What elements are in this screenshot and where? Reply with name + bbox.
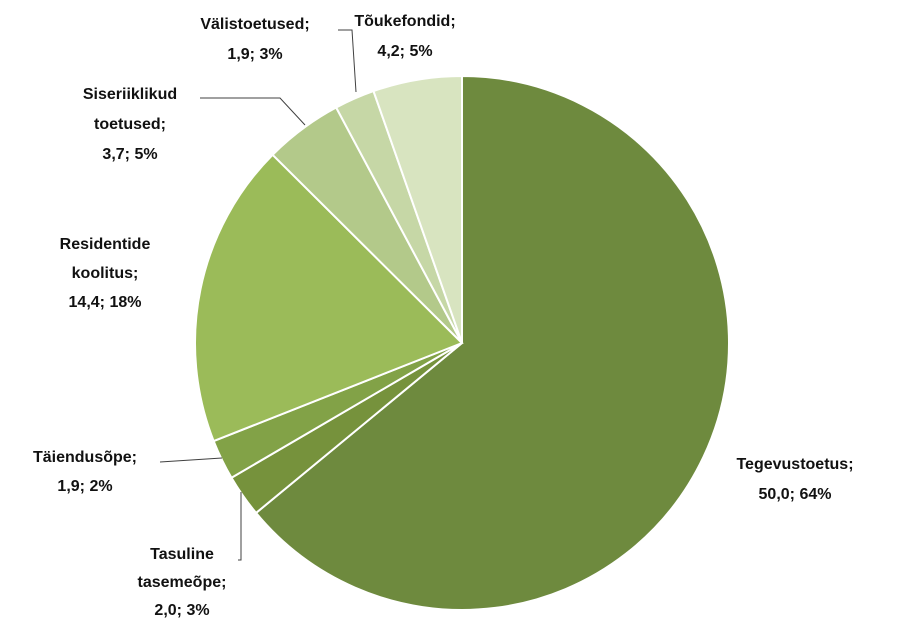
- data-label: Tasuline tasemeõpe;: [138, 546, 227, 591]
- value-label: 14,4; 18%: [69, 294, 142, 311]
- value-label: 1,9; 2%: [57, 478, 112, 495]
- leader-line: [159, 457, 223, 463]
- data-label: Tegevustoetus;: [736, 456, 853, 473]
- pie-slice: [194, 153, 464, 443]
- pie-slice: [372, 74, 463, 344]
- pie-slice: [254, 74, 730, 611]
- data-label: Tõukefondid;: [354, 13, 455, 30]
- value-label: 50,0; 64%: [759, 486, 832, 503]
- value-label: 3,7; 5%: [102, 146, 157, 163]
- data-label: Välistoetused;: [200, 16, 309, 33]
- leader-line: [238, 492, 242, 561]
- leader-line: [338, 29, 357, 93]
- value-label: 4,2; 5%: [377, 43, 432, 60]
- data-label: Siseriiklikud toetused;: [83, 86, 177, 133]
- leader-line: [200, 97, 306, 126]
- value-label: 2,0; 3%: [154, 602, 209, 619]
- data-label: Täiendusõpe;: [33, 449, 137, 466]
- value-label: 1,9; 3%: [227, 46, 282, 63]
- data-label: Residentide koolitus;: [60, 236, 151, 282]
